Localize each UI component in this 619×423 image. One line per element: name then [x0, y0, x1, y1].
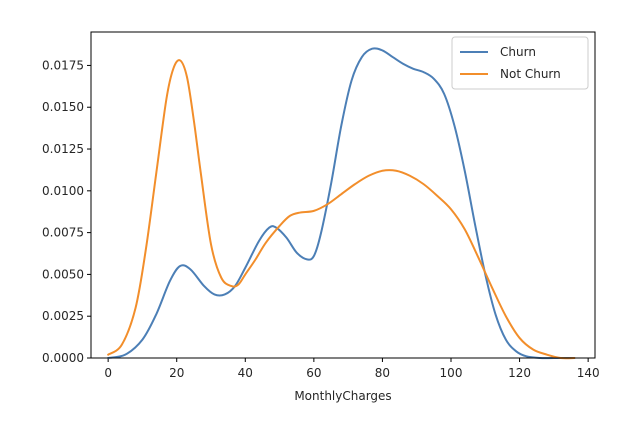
series-line-not-churn: [107, 59, 576, 360]
legend-label: Churn: [500, 45, 536, 59]
x-tick-label: 120: [508, 366, 531, 380]
x-tick-label: 80: [375, 366, 390, 380]
y-tick-label: 0.0025: [42, 309, 84, 323]
y-tick-label: 0.0125: [42, 142, 84, 156]
y-tick-label: 0.0100: [42, 184, 84, 198]
x-tick-label: 100: [440, 366, 463, 380]
y-tick-label: 0.0075: [42, 226, 84, 240]
x-tick-label: 0: [104, 366, 112, 380]
y-tick-label: 0.0050: [42, 267, 84, 281]
y-tick-label: 0.0000: [42, 351, 84, 365]
x-tick-label: 40: [238, 366, 253, 380]
y-tick-label: 0.0175: [42, 58, 84, 72]
series-layer: [107, 47, 576, 360]
x-axis: 0 20 40 60 80 100 120 140: [104, 358, 600, 380]
legend-box: [451, 36, 589, 90]
legend-label: Not Churn: [500, 67, 561, 81]
x-tick-label: 140: [577, 366, 600, 380]
plot-frame: [90, 31, 596, 359]
legend: Churn Not Churn: [451, 36, 589, 90]
x-tick-label: 20: [169, 366, 184, 380]
x-tick-label: 60: [306, 366, 321, 380]
x-axis-label: MonthlyCharges: [294, 389, 391, 403]
y-tick-label: 0.0150: [42, 100, 84, 114]
y-axis: 0.0000 0.0025 0.0050 0.0075 0.0100 0.0125 0.01…: [42, 58, 91, 365]
